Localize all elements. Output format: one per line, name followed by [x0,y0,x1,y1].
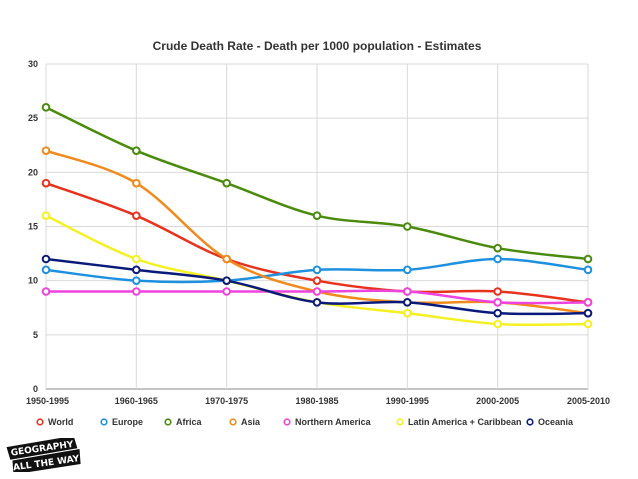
data-point [41,211,51,220]
x-axis-ticks: 1950-1995 1960-1965 1970-1975 1980-1985 1990… [26,396,610,406]
y-axis-ticks: 0 5 10 15 20 25 30 [28,59,38,394]
data-point [41,254,51,264]
data-point [222,178,231,188]
geography-all-the-way-logo: GEOGRAPHY ALL THE WAY [6,438,81,472]
legend-marker [100,418,108,426]
data-point [493,308,502,318]
x-tick-label: 2000-2005 [476,396,519,406]
x-tick-label: 1960-1965 [115,396,158,406]
legend-marker [526,418,534,426]
x-tick-label: 1970-1975 [205,396,248,406]
data-point [312,276,322,285]
data-point [583,319,593,329]
legend-item: World [36,417,73,427]
y-tick-label: 0 [33,384,38,394]
data-point [132,265,141,275]
data-point [583,254,593,264]
data-point [493,319,502,329]
data-point [493,243,502,253]
data-point [222,276,231,285]
legend-item: Europe [100,417,143,427]
data-point [312,298,322,307]
data-point [41,287,51,296]
legend-marker [229,418,237,426]
legend-marker [36,418,44,426]
legend-label: Asia [241,417,261,427]
data-point [41,178,51,188]
y-tick-label: 5 [33,330,38,340]
y-tick-label: 15 [28,222,38,232]
series-africa [41,103,593,264]
legend: World Europe Africa Asia Northern America Lat… [36,417,574,427]
data-point [403,287,412,296]
y-tick-label: 30 [28,59,38,69]
data-point [403,298,412,307]
y-tick-label: 20 [28,167,38,177]
data-point [403,265,412,275]
data-point [132,254,141,264]
series-oceania [41,254,593,318]
legend-label: Northern America [295,417,372,427]
series-lines [41,103,593,329]
y-tick-label: 10 [28,276,38,286]
gridlines [45,63,589,390]
data-point [132,211,141,220]
legend-item: Latin America + Caribbean [396,417,521,427]
y-tick-label: 25 [28,113,38,123]
chart-title: Crude Death Rate - Death per 1000 popula… [153,39,482,53]
data-point [312,211,322,220]
data-point [41,103,51,112]
data-point [132,287,141,296]
legend-label: Oceania [538,417,574,427]
data-point [583,298,593,307]
data-point [493,254,502,264]
series-northern-america [41,287,593,307]
data-point [312,265,322,275]
data-point [493,298,502,307]
data-point [41,265,51,275]
legend-label: World [48,417,73,427]
data-point [312,287,322,296]
legend-item: Africa [164,417,203,427]
data-point [222,254,231,264]
x-tick-label: 1980-1985 [295,396,338,406]
data-point [583,308,593,318]
data-point [132,276,141,285]
x-tick-label: 2005-2010 [567,396,610,406]
data-point [583,265,593,275]
data-point [493,287,502,296]
x-tick-label: 1950-1995 [26,396,69,406]
legend-marker [164,418,172,426]
data-point [403,222,412,231]
legend-label: Africa [176,417,203,427]
data-point [222,287,231,296]
legend-marker [396,418,404,426]
legend-item: Oceania [526,417,574,427]
legend-item: Northern America [283,417,372,427]
legend-label: Latin America + Caribbean [408,417,521,427]
data-point [132,178,141,188]
data-point [41,146,51,155]
legend-marker [283,418,291,426]
data-point [403,308,412,318]
legend-label: Europe [112,417,143,427]
x-tick-label: 1990-1995 [386,396,429,406]
data-point [132,146,141,155]
legend-item: Asia [229,417,261,427]
